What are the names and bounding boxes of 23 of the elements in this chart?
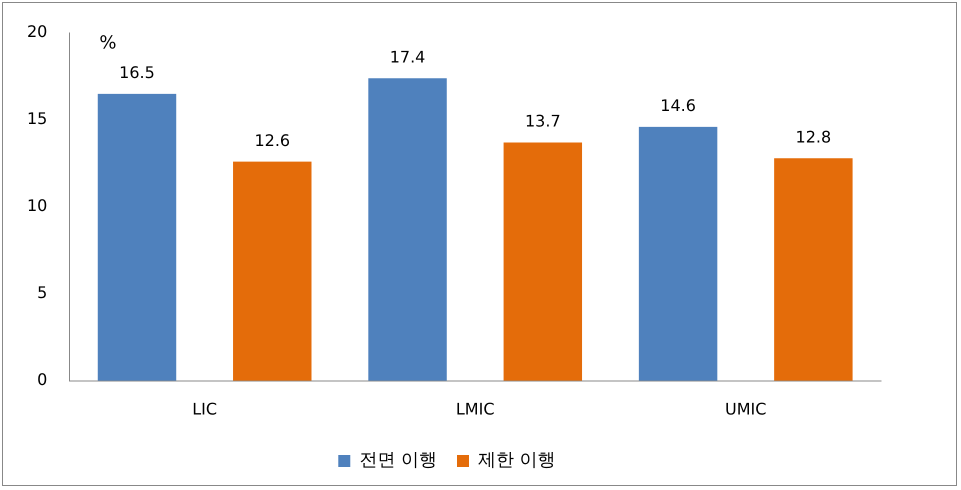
- data-label: 16.5: [119, 63, 155, 82]
- bar: [233, 162, 312, 381]
- bar: [368, 78, 447, 381]
- data-label: 12.8: [796, 127, 832, 146]
- data-label: 17.4: [390, 47, 426, 66]
- y-tick-label: 20: [27, 22, 48, 42]
- bar: [504, 142, 582, 381]
- y-tick-label: 15: [27, 109, 48, 128]
- bar: [774, 158, 853, 381]
- data-label: 13.7: [525, 112, 561, 131]
- data-label: 14.6: [660, 96, 696, 116]
- x-tick-label: LIC: [192, 400, 218, 419]
- bar: [638, 126, 718, 381]
- legend-label: 전면 이행: [359, 450, 438, 471]
- x-tick-label: UMIC: [725, 400, 766, 419]
- y-axis-title: %: [99, 32, 116, 54]
- y-tick-label: 10: [27, 196, 48, 216]
- bar: [98, 94, 176, 381]
- data-label: 12.6: [254, 130, 290, 150]
- y-tick-label: 5: [37, 283, 48, 302]
- x-tick-label: LMIC: [456, 400, 494, 419]
- legend-label: 제한 이행: [478, 450, 556, 471]
- y-tick-label: 0: [37, 370, 48, 389]
